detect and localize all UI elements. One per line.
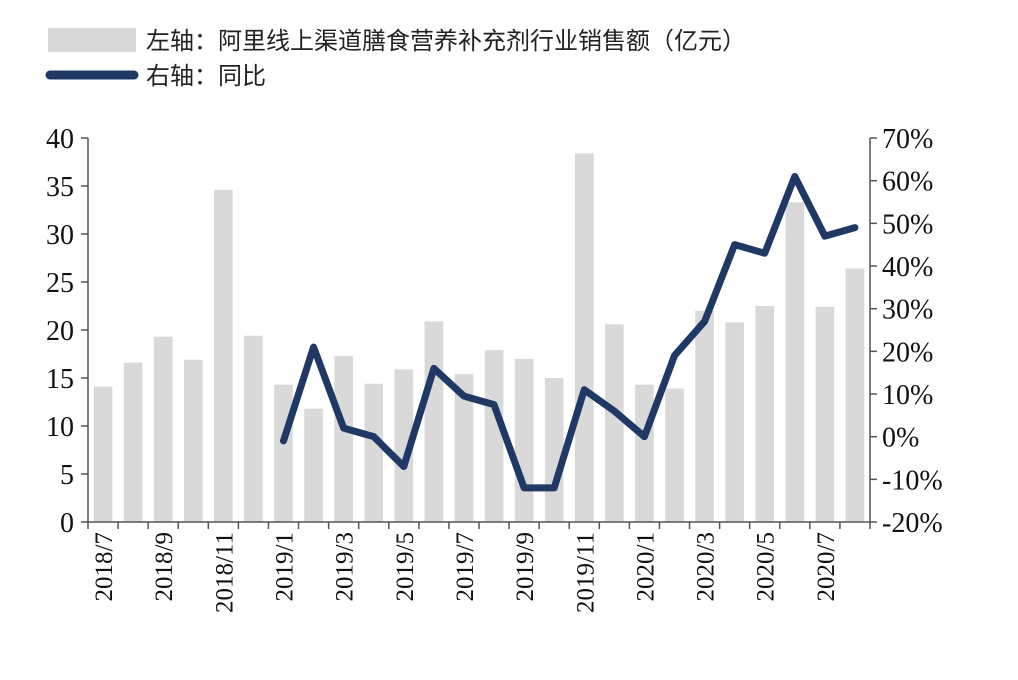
right-tick-label: 70% [882, 124, 933, 155]
right-tick-label: 50% [882, 209, 933, 240]
legend-bar-label: 左轴：阿里线上渠道膳食营养补充剂行业销售额（亿元） [146, 27, 746, 55]
line-layer [280, 172, 859, 492]
x-tick-label: 2018/9 [151, 532, 178, 601]
right-tick-label: 30% [882, 295, 933, 326]
axes-layer [81, 137, 877, 529]
left-tick-label: 5 [60, 460, 74, 491]
x-tick-label: 2020/1 [632, 532, 659, 601]
bar-2020/4 [725, 322, 744, 522]
x-tick-label: 2019/9 [512, 532, 539, 601]
x-tick-label: 2019/5 [392, 532, 419, 601]
bar-2020/2 [665, 388, 684, 522]
bars-layer [93, 153, 865, 523]
bar-2019/9 [514, 358, 534, 522]
left-tick-label: 35 [46, 172, 74, 203]
bar-2019/1 [274, 384, 293, 522]
left-tick-label: 15 [46, 364, 74, 395]
bar-2019/6 [424, 321, 444, 522]
legend: 左轴：阿里线上渠道膳食营养补充剂行业销售额（亿元） 右轴：同比 [45, 27, 746, 90]
bar-2019/7 [454, 374, 474, 522]
bar-2019/2 [304, 408, 323, 522]
x-tick-label: 2019/7 [452, 532, 479, 601]
legend-line-label: 右轴：同比 [146, 62, 266, 90]
x-tick-label: 2020/7 [813, 532, 840, 601]
bar-2018/10 [183, 359, 203, 522]
bar-2019/11 [574, 153, 594, 523]
left-tick-label: 10 [46, 412, 74, 443]
ticks-layer: 0 5 10 15 20 25 30 35 40 -20% -10% 0% 10% 20% 30% 40% 50… [46, 124, 943, 613]
right-tick-label: 10% [882, 380, 933, 411]
x-tick-label: 2019/11 [572, 532, 599, 613]
bar-2019/10 [544, 378, 564, 522]
bar-2020/7 [815, 306, 835, 522]
bar-2019/5 [394, 369, 414, 522]
x-tick-label: 2018/7 [91, 532, 118, 601]
bar-2019/3 [334, 355, 353, 522]
right-tick-label: 0% [882, 423, 919, 454]
bar-2020/8 [845, 268, 865, 522]
x-tick-label: 2018/11 [211, 532, 238, 613]
left-tick-label: 40 [46, 124, 74, 155]
bar-2018/8 [123, 362, 143, 522]
left-tick-label: 0 [60, 508, 74, 539]
right-tick-label: 60% [882, 167, 933, 198]
bar-2019/12 [605, 324, 624, 522]
x-tick-label: 2019/3 [332, 532, 359, 601]
bar-2018/9 [153, 336, 173, 522]
x-tick-label: 2020/5 [753, 532, 780, 601]
bar-2020/6 [785, 202, 805, 522]
yoy-line [280, 172, 859, 492]
bar-2018/11 [214, 189, 233, 522]
right-tick-label: 20% [882, 337, 933, 368]
left-tick-label: 20 [46, 316, 74, 347]
bar-2018/7 [93, 386, 113, 522]
bar-2020/3 [695, 310, 714, 522]
legend-bar-swatch [48, 28, 136, 52]
bar-2020/1 [635, 384, 654, 522]
bar-2018/12 [244, 335, 263, 522]
left-tick-label: 25 [46, 268, 74, 299]
bar-2019/4 [364, 383, 384, 522]
left-tick-label: 30 [46, 220, 74, 251]
right-tick-label: -10% [882, 465, 943, 496]
x-tick-label: 2019/1 [272, 532, 299, 601]
x-tick-label: 2020/3 [693, 532, 720, 601]
bar-2020/5 [755, 306, 775, 522]
bar-2019/8 [484, 350, 504, 522]
right-tick-label: -20% [882, 508, 943, 539]
right-tick-label: 40% [882, 252, 933, 283]
